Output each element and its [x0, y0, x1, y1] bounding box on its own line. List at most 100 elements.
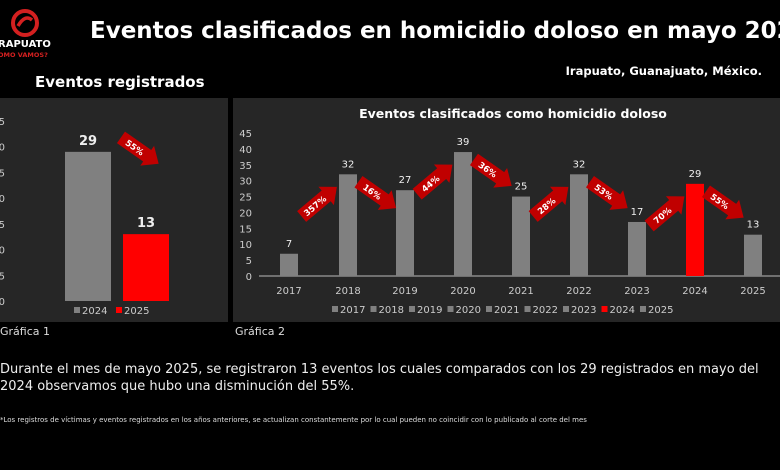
legend-label-2019: 2019	[417, 305, 442, 316]
legend-label-2020: 2020	[456, 305, 481, 316]
bar-2018	[339, 174, 357, 276]
x-tick-label-2021: 2021	[508, 286, 533, 297]
bar-2024	[65, 151, 111, 301]
y-tick-label: 25	[0, 168, 5, 179]
y-tick-label: 40	[239, 145, 252, 156]
legend-swatch-2017	[332, 306, 338, 312]
arrow-shape	[297, 186, 337, 222]
x-tick-label-2022: 2022	[566, 286, 591, 297]
change-arrow-2022-2023: 53%	[585, 175, 628, 210]
legend-swatch-2024	[74, 307, 80, 313]
data-label-2018: 32	[342, 159, 355, 170]
data-label-2019: 27	[399, 175, 412, 186]
legend-swatch-2019	[409, 306, 415, 312]
legend-label-2022: 2022	[533, 305, 558, 316]
bar-2020	[454, 152, 472, 276]
legend-label-2021: 2021	[494, 305, 519, 316]
data-label-2021: 25	[515, 182, 528, 193]
legend-label-2023: 2023	[571, 305, 596, 316]
change-arrow-2019-2020: 44%	[412, 164, 453, 200]
legend-swatch-2025	[640, 306, 646, 312]
x-tick-label-2018: 2018	[335, 286, 360, 297]
bar-2025	[123, 234, 169, 301]
svg-text:OMO VAMOS?: OMO VAMOS?	[0, 51, 48, 58]
legend-swatch-2021	[486, 306, 492, 312]
data-label-2024: 29	[79, 134, 97, 149]
chart-1-panel	[0, 98, 228, 322]
change-arrow-2024-2025: 55%	[116, 131, 159, 166]
arrow-shape	[116, 131, 159, 166]
bar-2022	[570, 174, 588, 276]
y-tick-label: 25	[239, 193, 252, 204]
data-label-2024: 29	[689, 169, 702, 180]
legend-swatch-2024	[601, 306, 608, 312]
y-tick-label: 5	[0, 271, 5, 282]
legend-swatch-2020	[447, 306, 454, 312]
change-arrow-2020-2021: 36%	[469, 153, 512, 188]
bar-2025	[744, 234, 762, 276]
legend-swatch-2025	[116, 307, 122, 313]
svg-text:RAPUATO: RAPUATO	[0, 39, 51, 50]
y-tick-label: 30	[0, 143, 5, 154]
data-label-2022: 32	[573, 159, 586, 170]
chart-1-caption: Gráfica 1	[0, 325, 50, 338]
bar-2024	[686, 183, 704, 276]
legend-label-2025: 2025	[648, 305, 673, 316]
change-arrow-2017-2018: 357%	[297, 186, 337, 222]
arrow-shape	[469, 153, 512, 188]
legend-label-2024: 2024	[610, 305, 635, 316]
x-tick-label-2017: 2017	[276, 286, 301, 297]
arrow-shape	[701, 185, 744, 220]
bar-2021	[512, 196, 530, 276]
bar-2017	[280, 253, 298, 276]
change-arrow-2021-2022: 28%	[528, 186, 569, 222]
page-title: Eventos clasificados en homicidio doloso…	[90, 18, 780, 44]
y-tick-label: 30	[239, 177, 252, 188]
x-tick-label-2024: 2024	[682, 286, 707, 297]
data-label-2025: 13	[137, 216, 155, 231]
legend-label-2025: 2025	[124, 306, 149, 317]
location-label: Irapuato, Guanajuato, México.	[565, 64, 762, 78]
arrow-shape	[354, 175, 397, 210]
x-tick-label-2019: 2019	[392, 286, 417, 297]
y-tick-label: 0	[0, 297, 5, 308]
change-arrow-2018-2019: 16%	[354, 175, 397, 210]
y-tick-label: 35	[0, 117, 5, 128]
arrow-shape	[528, 186, 569, 222]
bar-2019	[396, 190, 414, 276]
data-label-2020: 39	[457, 137, 470, 148]
x-tick-label-2020: 2020	[450, 286, 475, 297]
legend-swatch-2023	[563, 306, 569, 312]
y-tick-label: 20	[239, 208, 252, 219]
legend-swatch-2022	[524, 306, 531, 312]
legend-swatch-2018	[370, 306, 377, 312]
chart-2-title: Eventos clasificados como homicidio dolo…	[359, 106, 667, 121]
legend-label-2018: 2018	[379, 305, 404, 316]
y-tick-label: 20	[0, 194, 5, 205]
y-tick-label: 15	[0, 220, 5, 231]
y-tick-label: 45	[239, 129, 252, 140]
legend-label-2017: 2017	[340, 305, 365, 316]
data-label-2023: 17	[631, 207, 644, 218]
left-section-title: Eventos registrados	[35, 73, 205, 91]
y-tick-label: 35	[239, 161, 252, 172]
change-arrow-2023-2024: 70%	[644, 196, 685, 232]
legend-label-2024: 2024	[82, 306, 107, 317]
y-tick-label: 15	[239, 224, 252, 235]
x-tick-label-2025: 2025	[740, 286, 765, 297]
y-tick-label: 0	[246, 272, 252, 283]
y-tick-label: 10	[0, 246, 5, 257]
arrow-shape	[644, 196, 685, 232]
x-tick-label-2023: 2023	[624, 286, 649, 297]
change-arrow-2024-2025: 55%	[701, 185, 744, 220]
chart-2-caption: Gráfica 2	[235, 325, 285, 338]
arrow-shape	[412, 164, 453, 200]
y-tick-label: 5	[246, 256, 252, 267]
summary-text: Durante el mes de mayo 2025, se registra…	[0, 362, 759, 394]
logo: RAPUATO OMO VAMOS?	[0, 6, 62, 59]
footnote: *Los registros de víctimas y eventos reg…	[0, 416, 587, 424]
data-label-2017: 7	[286, 239, 292, 250]
arrow-shape	[585, 175, 628, 210]
y-tick-label: 10	[239, 240, 252, 251]
